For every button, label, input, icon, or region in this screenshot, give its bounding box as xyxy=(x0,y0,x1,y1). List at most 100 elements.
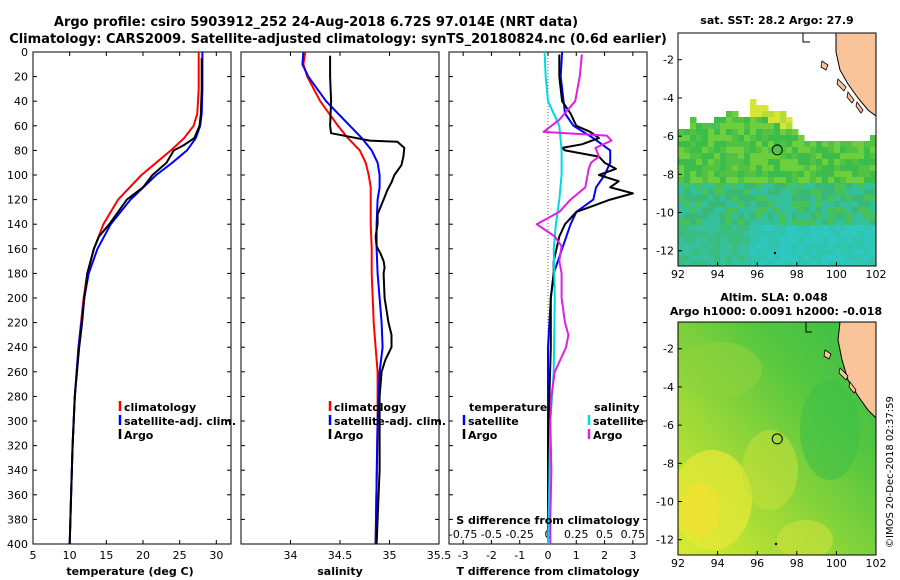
sst-cell xyxy=(864,165,871,172)
sst-cell xyxy=(774,201,781,208)
sst-cell xyxy=(786,207,793,214)
sst-cell xyxy=(678,207,685,214)
sst-cell xyxy=(804,189,811,196)
sst-cell xyxy=(744,213,751,220)
sst-cell xyxy=(786,147,793,154)
sst-cell xyxy=(840,237,847,244)
sst-cell xyxy=(828,171,835,178)
sst-cell xyxy=(798,219,805,226)
sst-cell xyxy=(804,213,811,220)
sst-cell xyxy=(714,159,721,166)
sst-cell xyxy=(858,159,865,166)
sst-cell xyxy=(702,219,709,226)
sst-cell xyxy=(714,165,721,172)
map-x-tick-label: 100 xyxy=(826,557,847,570)
sst-cell xyxy=(828,195,835,202)
sst-cell xyxy=(732,213,739,220)
sst-cell xyxy=(780,177,787,184)
sst-cell xyxy=(678,261,685,266)
sst-cell xyxy=(750,141,757,148)
sst-cell xyxy=(726,231,733,238)
sst-cell xyxy=(774,159,781,166)
sst-cell xyxy=(834,219,841,226)
sst-cell xyxy=(726,237,733,244)
sst-cell xyxy=(834,231,841,238)
sst-cell xyxy=(792,195,799,202)
sst-cell xyxy=(732,111,739,118)
sst-cell xyxy=(708,171,715,178)
sst-cell xyxy=(822,171,829,178)
sst-cell xyxy=(690,237,697,244)
sst-cell xyxy=(798,225,805,232)
map-x-tick-label: 94 xyxy=(711,268,725,281)
sst-cell xyxy=(864,171,871,178)
sla-small-island xyxy=(774,542,778,546)
sst-cell xyxy=(756,129,763,136)
sst-cell xyxy=(768,195,775,202)
map-y-tick-label: -10 xyxy=(656,496,674,509)
sst-cell xyxy=(786,219,793,226)
x-tick-label: -3 xyxy=(458,549,469,562)
sst-cell xyxy=(822,153,829,160)
sst-cell xyxy=(816,207,823,214)
sst-cell xyxy=(738,243,745,250)
sst-cell xyxy=(690,249,697,256)
series-line-climatology xyxy=(302,51,379,545)
sst-cell xyxy=(774,261,781,266)
sst-cell xyxy=(870,225,876,232)
sst-cell xyxy=(870,261,876,266)
sst-cell xyxy=(846,153,853,160)
sst-cell xyxy=(744,171,751,178)
sst-cell xyxy=(822,141,829,148)
sst-cell xyxy=(834,207,841,214)
sst-cell xyxy=(786,195,793,202)
sst-cell xyxy=(762,141,769,148)
sst-cell xyxy=(792,189,799,196)
sst-cell xyxy=(726,129,733,136)
sst-cell xyxy=(792,219,799,226)
sst-argo-position-marker xyxy=(771,144,783,156)
x-tick-label: 1 xyxy=(573,549,580,562)
sst-cell xyxy=(870,207,876,214)
sst-cell xyxy=(762,111,769,118)
sst-cell xyxy=(678,237,685,244)
sst-cell xyxy=(834,183,841,190)
sst-cell xyxy=(822,219,829,226)
sst-cell xyxy=(690,147,697,154)
sst-cell xyxy=(684,213,691,220)
sst-cell xyxy=(852,189,859,196)
sst-cell xyxy=(768,213,775,220)
depth-tick-label: 220 xyxy=(7,317,28,330)
sst-cell xyxy=(714,141,721,148)
sst-cell xyxy=(816,237,823,244)
sla-island xyxy=(848,381,857,394)
sst-cell xyxy=(750,177,757,184)
sst-cell xyxy=(702,201,709,208)
sst-cell xyxy=(792,129,799,136)
sst-cell xyxy=(756,255,763,262)
sst-cell xyxy=(696,261,703,266)
sst-cell xyxy=(702,135,709,142)
sst-cell xyxy=(756,237,763,244)
sst-cell xyxy=(834,243,841,250)
sst-cell xyxy=(756,195,763,202)
sst-cell xyxy=(846,243,853,250)
sst-cell xyxy=(846,213,853,220)
sst-cell xyxy=(822,147,829,154)
x-tick-label: 10 xyxy=(63,549,77,562)
sst-cell xyxy=(774,255,781,262)
sst-cell xyxy=(738,153,745,160)
sst-cell xyxy=(804,207,811,214)
sst-cell xyxy=(834,195,841,202)
sst-cell xyxy=(864,219,871,226)
sst-cell xyxy=(696,171,703,178)
sst-cell xyxy=(732,177,739,184)
s-diff-tick-label: 0.5 xyxy=(596,528,614,541)
sst-cell xyxy=(750,147,757,154)
sst-small-island xyxy=(773,251,777,255)
s-difference-axis-label: S difference from climatology xyxy=(456,514,640,527)
sst-cell xyxy=(696,165,703,172)
sst-cell xyxy=(690,183,697,190)
sst-cell xyxy=(804,225,811,232)
sst-cell xyxy=(720,159,727,166)
